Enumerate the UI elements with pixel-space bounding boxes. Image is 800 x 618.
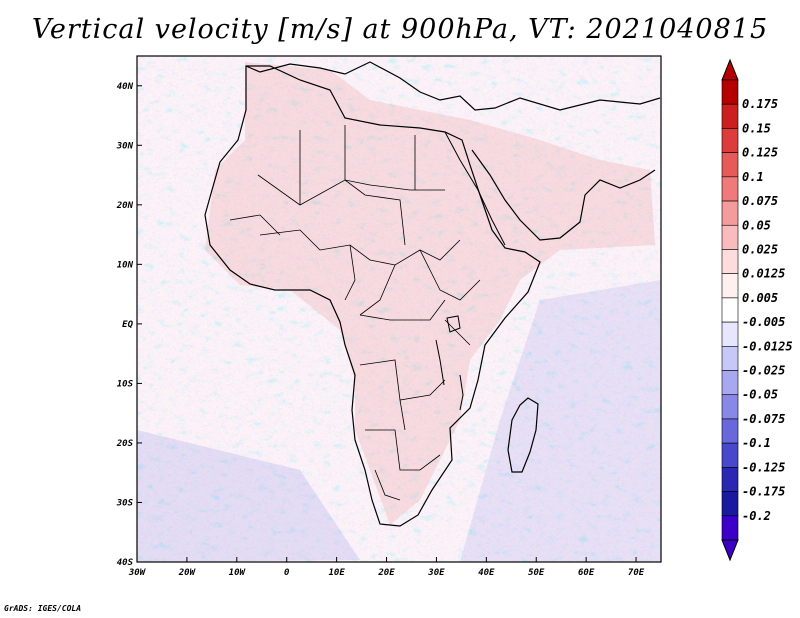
red-sea-coastline xyxy=(444,131,506,246)
colorbar-level-label: 0.025 xyxy=(742,242,778,256)
colorbar-level-label: -0.075 xyxy=(742,412,785,426)
colorbar-swatch xyxy=(721,79,739,105)
velocity-map: 40N 30N 20N 10N EQ 10S 20S 30S 40S 30W 20W 10W 0 10E… xyxy=(116,55,793,578)
colorbar-swatch xyxy=(721,103,739,129)
indian-ocean-blue-tint xyxy=(460,280,661,562)
colorbar-level-label: 0.1 xyxy=(742,170,764,184)
lon-tick-label: 10E xyxy=(328,568,345,578)
colorbar-level-label: 0.15 xyxy=(742,121,771,135)
map-frame xyxy=(136,55,662,563)
colorbar-swatch xyxy=(721,418,739,444)
lon-tick-label: 60E xyxy=(578,568,595,578)
colorbar-swatch xyxy=(721,273,739,299)
lon-tick-label: 40E xyxy=(478,568,495,578)
colorbar-level-label: -0.025 xyxy=(742,364,785,378)
south-atlantic-blue-tint xyxy=(137,430,360,562)
colorbar-level-label: -0.05 xyxy=(742,388,778,402)
colorbar-level-label: 0.05 xyxy=(742,218,771,232)
colorbar-swatch xyxy=(721,394,739,420)
lat-tick-label: 10N xyxy=(117,260,134,270)
grads-credit: GrADS: IGES/COLA xyxy=(4,604,82,613)
arabia-coastline xyxy=(471,149,656,241)
colorbar-swatch xyxy=(721,491,739,517)
colorbar-level-label: 0.125 xyxy=(742,146,778,160)
lon-tick-label: 30E xyxy=(427,568,445,578)
lat-tick-label: 30N xyxy=(116,141,134,151)
lon-tick-label: 20E xyxy=(377,568,395,578)
colorbar-level-label: -0.125 xyxy=(742,460,785,474)
national-borders xyxy=(229,125,481,501)
latitude-axis: 40N 30N 20N 10N EQ 10S 20S 30S 40S xyxy=(116,82,142,568)
lat-tick-label: 20S xyxy=(116,439,134,449)
colorbar-swatch xyxy=(721,370,739,396)
lat-tick-label: 20N xyxy=(116,201,134,211)
lat-tick-label: 10S xyxy=(117,379,134,389)
colorbar-swatch xyxy=(721,128,739,153)
colorbar-level-label: 0.075 xyxy=(742,194,778,208)
colorbar-swatch xyxy=(721,176,739,202)
lake-victoria xyxy=(446,315,461,333)
land-red-tint xyxy=(205,62,655,525)
africa-coastline xyxy=(204,65,541,527)
colorbar-level-label: -0.0125 xyxy=(742,339,793,353)
lake-malawi xyxy=(459,374,464,411)
colorbar: 0.175 0.15 0.125 0.1 0.075 0.05 0.025 0.0125 0.0… xyxy=(721,58,793,562)
lat-tick-label: EQ xyxy=(122,320,133,330)
colorbar-swatch xyxy=(721,321,739,347)
colorbar-level-label: 0.0125 xyxy=(742,267,785,281)
longitude-axis: 30W 20W 10W 0 10E 20E 30E 40E 50E 60E 70E xyxy=(128,557,645,578)
colorbar-level-label: 0.175 xyxy=(742,97,778,111)
colorbar-swatch xyxy=(721,515,739,541)
colorbar-swatch xyxy=(721,467,739,492)
colorbar-top-arrow xyxy=(721,58,739,81)
lon-tick-label: 50E xyxy=(528,568,545,578)
lon-tick-label: 0 xyxy=(284,568,290,578)
colorbar-swatch xyxy=(721,346,739,371)
colorbar-bottom-arrow xyxy=(721,539,739,562)
lon-tick-label: 70E xyxy=(628,568,645,578)
lake-tanganyika xyxy=(435,339,445,386)
lon-tick-label: 30W xyxy=(128,568,147,578)
colorbar-level-label: 0.005 xyxy=(742,291,778,305)
chart-title: Vertical velocity [m/s] at 900hPa, VT: 2… xyxy=(31,14,769,45)
colorbar-swatch xyxy=(721,200,739,226)
lon-tick-label: 20W xyxy=(178,568,197,578)
europe-coastline xyxy=(245,61,661,111)
colorbar-swatch xyxy=(721,442,739,468)
colorbar-level-label: -0.005 xyxy=(742,315,785,329)
madagascar-coastline xyxy=(507,397,539,473)
colorbar-level-label: -0.1 xyxy=(742,436,771,450)
lat-tick-label: 40N xyxy=(117,82,134,92)
field-streaks xyxy=(137,56,661,562)
colorbar-level-label: -0.175 xyxy=(742,485,785,499)
colorbar-swatch xyxy=(721,152,739,178)
lat-tick-label: 40S xyxy=(117,558,134,568)
colorbar-swatch xyxy=(721,224,739,250)
colorbar-swatch xyxy=(721,249,739,274)
colorbar-level-label: -0.2 xyxy=(742,509,771,523)
lat-tick-label: 30S xyxy=(116,498,134,508)
lon-tick-label: 10W xyxy=(229,568,247,578)
colorbar-swatch xyxy=(721,297,739,323)
